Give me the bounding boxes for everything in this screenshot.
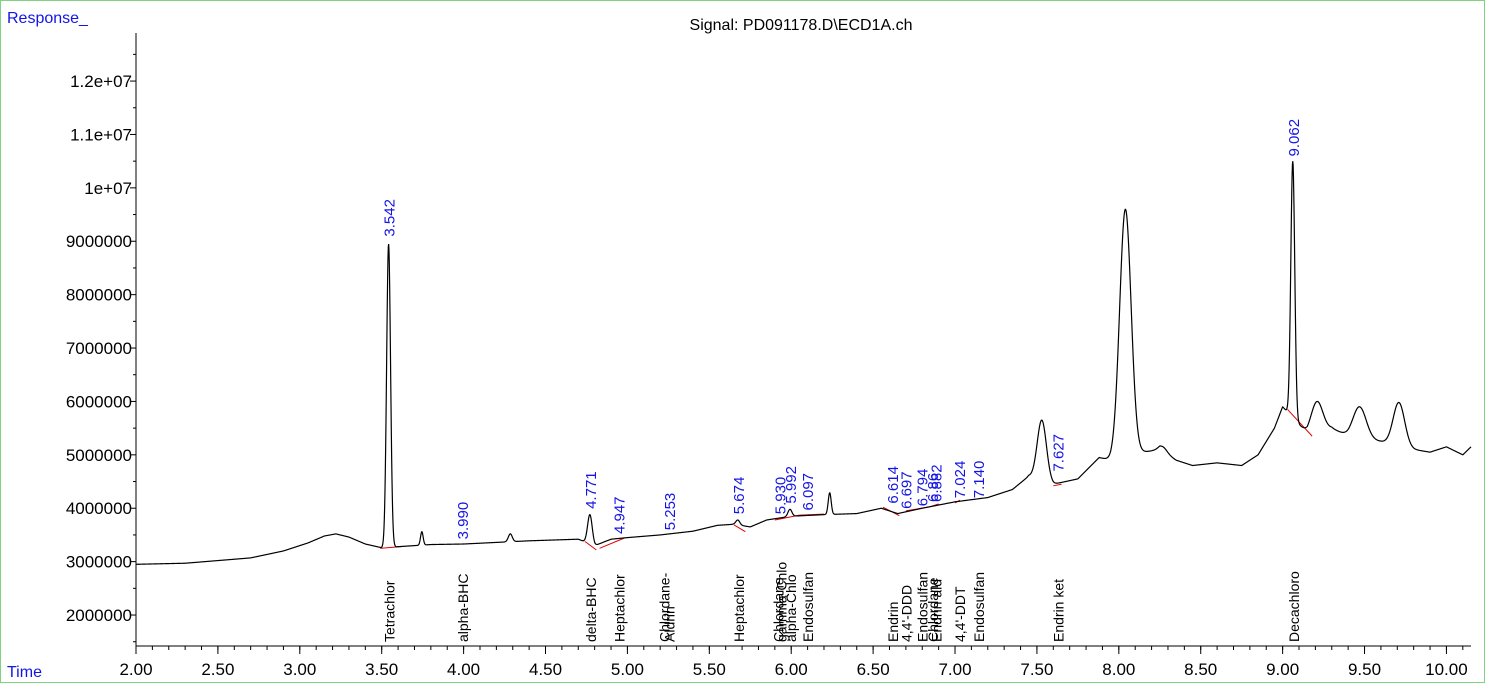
compound-label: Aldrin xyxy=(661,606,677,642)
x-tick-label: 3.50 xyxy=(365,660,398,679)
peak-retention-label: 6.614 xyxy=(885,466,902,504)
compound-label: Tetrachlor xyxy=(382,580,398,642)
peak-retention-label: 6.86 xyxy=(925,473,942,502)
y-tick-label: 1.2e+07 xyxy=(70,72,132,91)
compound-label: Chlordane xyxy=(925,577,941,642)
x-tick-label: 2.00 xyxy=(119,660,152,679)
peak-retention-label: 4.947 xyxy=(612,496,629,534)
y-tick-label: 3000000 xyxy=(66,553,132,572)
compound-label: Endosulfan xyxy=(914,572,930,642)
x-tick-label: 9.50 xyxy=(1348,660,1381,679)
x-tick-label: 7.50 xyxy=(1020,660,1053,679)
peak-retention-label: 6.794 xyxy=(914,469,931,507)
peak-retention-label: 6.697 xyxy=(898,471,915,509)
peak-retention-label: 6.097 xyxy=(800,473,817,511)
peak-retention-label: 4.771 xyxy=(583,471,600,509)
compound-label: Heptachlor xyxy=(731,574,747,642)
y-tick-label: 8000000 xyxy=(66,286,132,305)
integration-baseline xyxy=(599,537,625,549)
compound-label: 4,4'-DDD xyxy=(898,585,914,642)
compound-label: delta-BHC xyxy=(583,577,599,642)
x-tick-label: 5.00 xyxy=(611,660,644,679)
peak-retention-label: 9.062 xyxy=(1286,119,1303,157)
signal-trace xyxy=(136,161,1472,565)
chart-title: Signal: PD091178.D\ECD1A.ch xyxy=(690,17,913,34)
peak-retention-label: 7.627 xyxy=(1051,434,1068,472)
x-axis-title: Time xyxy=(7,664,42,681)
peak-retention-label: 7.024 xyxy=(952,461,969,499)
x-tick-label: 6.00 xyxy=(775,660,808,679)
integration-baseline xyxy=(1287,409,1313,437)
compound-label: gamma-Chlo xyxy=(774,562,790,642)
x-tick-label: 6.50 xyxy=(857,660,890,679)
peak-labels: 3.542 3.990 4.771 4.947 5.253 5.674 5.9305.992… xyxy=(382,119,1303,539)
integration-baseline xyxy=(733,524,746,533)
compound-label: Chlordane xyxy=(770,577,786,642)
compound-label: alpha-Chlo xyxy=(783,574,799,642)
axes: 2000000 3000000 4000000 5000000 6000000 70000… xyxy=(66,33,1471,679)
x-tick-label: 8.00 xyxy=(1102,660,1135,679)
x-tick-label: 9.00 xyxy=(1266,660,1299,679)
peak-retention-label: 5.992 xyxy=(783,466,800,504)
compound-labels: Tetrachlor alpha-BHC delta-BHC Heptachlor Ch… xyxy=(382,562,1302,642)
peak-retention-label: 6.882 xyxy=(928,464,945,502)
x-tick-label: 4.00 xyxy=(447,660,480,679)
peak-retention-label: 3.542 xyxy=(382,199,399,237)
peak-retention-label: 5.674 xyxy=(731,477,748,515)
x-tick-label: 5.50 xyxy=(693,660,726,679)
y-tick-label: 4000000 xyxy=(66,499,132,518)
integration-baseline xyxy=(1053,483,1062,487)
peak-retention-label: 5.930 xyxy=(773,477,790,515)
peak-retention-label: 7.140 xyxy=(971,461,988,499)
y-tick-label: 6000000 xyxy=(66,392,132,411)
compound-label: Chlordane- xyxy=(656,572,672,642)
integration-baseline xyxy=(584,540,597,551)
compound-label: 4,4'-DDT xyxy=(952,586,968,642)
x-tick-label: 2.50 xyxy=(201,660,234,679)
integration-baselines xyxy=(380,409,1313,551)
y-tick-label: 1e+07 xyxy=(84,179,132,198)
peak-retention-label: 3.990 xyxy=(455,502,472,540)
compound-label: Decachloro xyxy=(1286,571,1302,642)
compound-label: Endrin ald xyxy=(928,579,944,642)
y-axis-title: Response_ xyxy=(7,10,89,27)
y-tick-label: 2000000 xyxy=(66,606,132,625)
compound-label: Endosulfan xyxy=(800,572,816,642)
y-tick-label: 7000000 xyxy=(66,339,132,358)
x-tick-label: 10.00 xyxy=(1425,660,1468,679)
x-tick-label: 3.00 xyxy=(283,660,316,679)
y-tick-label: 9000000 xyxy=(66,232,132,251)
x-tick-label: 7.00 xyxy=(938,660,971,679)
y-tick-label: 1.1e+07 xyxy=(70,125,132,144)
compound-label: Endrin xyxy=(885,602,901,642)
compound-label: Heptachlor xyxy=(612,574,628,642)
compound-label: alpha-BHC xyxy=(455,574,471,642)
peak-retention-label: 5.253 xyxy=(662,493,679,531)
x-tick-label: 8.50 xyxy=(1184,660,1217,679)
x-tick-label: 4.50 xyxy=(529,660,562,679)
compound-label: Endrin ket xyxy=(1051,579,1067,642)
compound-label: Endosulfan xyxy=(971,572,987,642)
y-tick-label: 5000000 xyxy=(66,446,132,465)
